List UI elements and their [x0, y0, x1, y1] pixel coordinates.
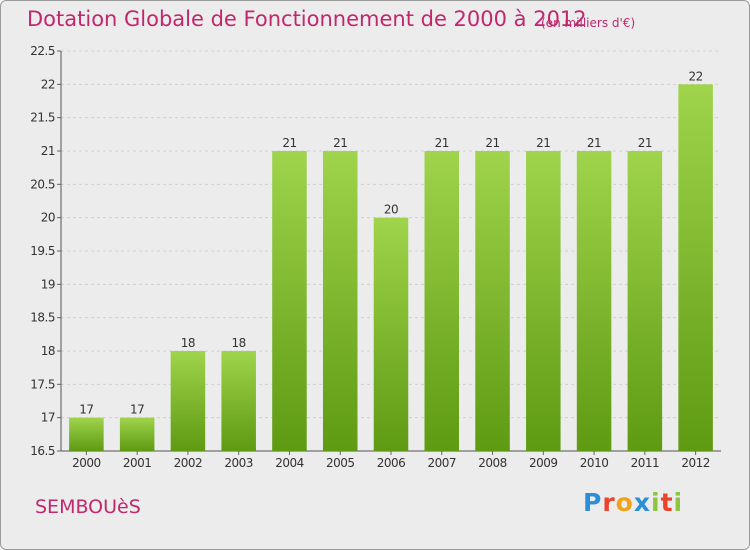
- x-tick-label: 2008: [478, 456, 507, 470]
- data-label: 21: [435, 136, 449, 150]
- data-label: 21: [485, 136, 499, 150]
- data-label: 21: [536, 136, 550, 150]
- data-label: 21: [333, 136, 347, 150]
- y-tick-label: 17.5: [30, 377, 55, 391]
- data-label: 21: [282, 136, 296, 150]
- x-tick-label: 2004: [275, 456, 304, 470]
- bar-2009: [526, 151, 561, 451]
- y-tick-label: 16.5: [30, 444, 55, 458]
- y-tick-label: 22.5: [30, 44, 55, 58]
- logo-letter: i: [651, 488, 661, 517]
- chart-subtitle: (en milliers d'€): [541, 16, 636, 30]
- y-tick-label: 20.5: [30, 177, 55, 191]
- bar-2008: [475, 151, 510, 451]
- y-tick-label: 21.5: [30, 111, 55, 125]
- logo-letter: t: [660, 488, 674, 517]
- y-tick-label: 22: [41, 77, 55, 91]
- proxiti-logo[interactable]: Proxiti: [583, 488, 683, 517]
- labels: 2000 17 2001 17 2002 18 2003 18 2004 21 2005 21 2006…: [72, 69, 710, 470]
- bar-2012: [678, 84, 713, 451]
- x-tick-label: 2006: [377, 456, 406, 470]
- y-tick-label: 21: [41, 144, 55, 158]
- x-tick-label: 2010: [580, 456, 609, 470]
- x-tick-label: 2007: [427, 456, 456, 470]
- x-tick-label: 2000: [72, 456, 101, 470]
- data-label: 21: [638, 136, 652, 150]
- logo-letter: o: [615, 488, 634, 517]
- y-tick-label: 18.5: [30, 311, 55, 325]
- x-tick-label: 2009: [529, 456, 558, 470]
- data-label: 21: [587, 136, 601, 150]
- bar-2002: [170, 351, 206, 451]
- y-tick-label: 19.5: [30, 244, 55, 258]
- bar-2006: [373, 217, 409, 451]
- x-tick-label: 2003: [224, 456, 253, 470]
- y-tick-label: 17: [41, 411, 55, 425]
- data-label: 17: [79, 403, 93, 417]
- data-label: 22: [688, 69, 702, 83]
- bar-2011: [627, 151, 663, 451]
- bar-2010: [576, 151, 612, 451]
- bar-2004: [272, 151, 307, 451]
- data-label: 18: [232, 336, 246, 350]
- bar-2001: [119, 417, 155, 451]
- chart-title: Dotation Globale de Fonctionnement de 20…: [27, 7, 587, 31]
- logo-letter: x: [633, 488, 651, 517]
- data-label: 20: [384, 203, 398, 217]
- x-tick-label: 2005: [326, 456, 355, 470]
- logo-letter: i: [673, 488, 684, 517]
- bar-2005: [322, 151, 358, 451]
- y-tick-label: 20: [41, 211, 55, 225]
- bar-2003: [221, 351, 256, 451]
- x-tick-label: 2002: [174, 456, 203, 470]
- y-tick-label: 18: [41, 344, 55, 358]
- y-tick-label: 19: [41, 277, 55, 291]
- x-tick-label: 2001: [123, 456, 152, 470]
- logo-letter: P: [583, 488, 603, 517]
- x-tick-label: 2012: [681, 456, 710, 470]
- bar-2000: [69, 417, 104, 451]
- data-label: 17: [130, 403, 144, 417]
- data-label: 18: [181, 336, 195, 350]
- bars: [69, 84, 713, 451]
- logo-letter: r: [602, 488, 616, 517]
- bar-2007: [424, 151, 460, 451]
- commune-name: SEMBOUèS: [35, 496, 141, 518]
- x-tick-label: 2011: [631, 456, 660, 470]
